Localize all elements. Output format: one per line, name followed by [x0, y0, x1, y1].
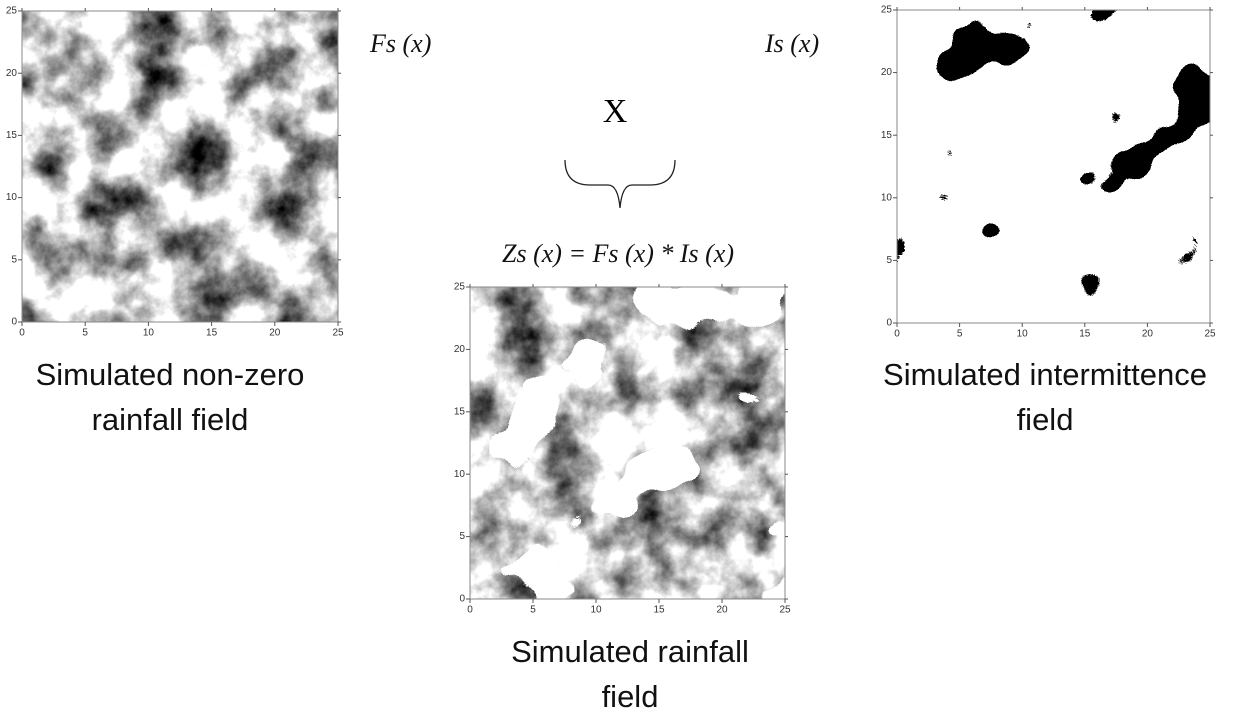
y-tick-label: 20	[6, 68, 18, 79]
plot-frame	[21, 10, 339, 323]
y-tick-label: 10	[6, 192, 18, 203]
y-tick-label: 20	[454, 344, 466, 355]
symbol-is: Is (x)	[764, 29, 819, 58]
x-tick-label: 10	[143, 328, 155, 339]
y-tick-label: 5	[886, 255, 892, 266]
x-tick-label: 25	[332, 328, 344, 339]
x-tick-label: 0	[19, 328, 25, 339]
x-tick-label: 25	[1204, 329, 1216, 340]
caption-line: field	[602, 679, 659, 714]
brace	[564, 159, 676, 209]
x-tick-label: 15	[1079, 329, 1091, 340]
equation: Zs (x) = Fs (x) * Is (x)	[502, 239, 734, 268]
x-tick-label: 15	[653, 605, 665, 616]
y-tick-label: 25	[454, 282, 466, 293]
y-tick-label: 0	[886, 318, 892, 329]
x-tick-label: 25	[779, 605, 791, 616]
x-tick-label: 20	[1142, 329, 1154, 340]
caption-line: Simulated non-zero	[36, 357, 305, 392]
y-tick-label: 5	[11, 254, 17, 265]
x-tick-label: 20	[716, 605, 728, 616]
y-tick-label: 20	[881, 67, 893, 78]
caption-line: Simulated rainfall	[511, 634, 749, 669]
x-tick-label: 5	[82, 328, 88, 339]
intermittence-texture	[897, 10, 1210, 323]
caption-line: field	[1017, 402, 1074, 437]
x-tick-label: 5	[957, 329, 963, 340]
x-tick-label: 0	[467, 605, 473, 616]
y-tick-label: 5	[459, 531, 465, 542]
y-tick-label: 25	[6, 6, 18, 17]
x-tick-label: 10	[590, 605, 602, 616]
y-tick-label: 0	[11, 317, 17, 328]
plot-frame	[896, 9, 1211, 324]
y-tick-label: 10	[454, 469, 466, 480]
caption-line: Simulated intermittence	[883, 357, 1207, 392]
rainfall-texture	[22, 11, 338, 322]
x-tick-label: 15	[206, 328, 218, 339]
zero-rain-mask	[470, 287, 785, 599]
operator: X	[603, 93, 628, 130]
x-tick-label: 0	[894, 329, 900, 340]
y-tick-label: 15	[881, 130, 893, 141]
y-tick-label: 10	[881, 192, 893, 203]
y-tick-label: 15	[6, 130, 18, 141]
y-tick-label: 0	[459, 594, 465, 605]
y-tick-label: 15	[454, 406, 466, 417]
y-tick-label: 25	[881, 5, 893, 16]
x-tick-label: 10	[1017, 329, 1029, 340]
plot-frame	[469, 286, 786, 600]
x-tick-label: 20	[269, 328, 281, 339]
symbol-fs: Fs (x)	[369, 29, 431, 58]
x-tick-label: 5	[530, 605, 536, 616]
caption-line: rainfall field	[92, 402, 249, 437]
